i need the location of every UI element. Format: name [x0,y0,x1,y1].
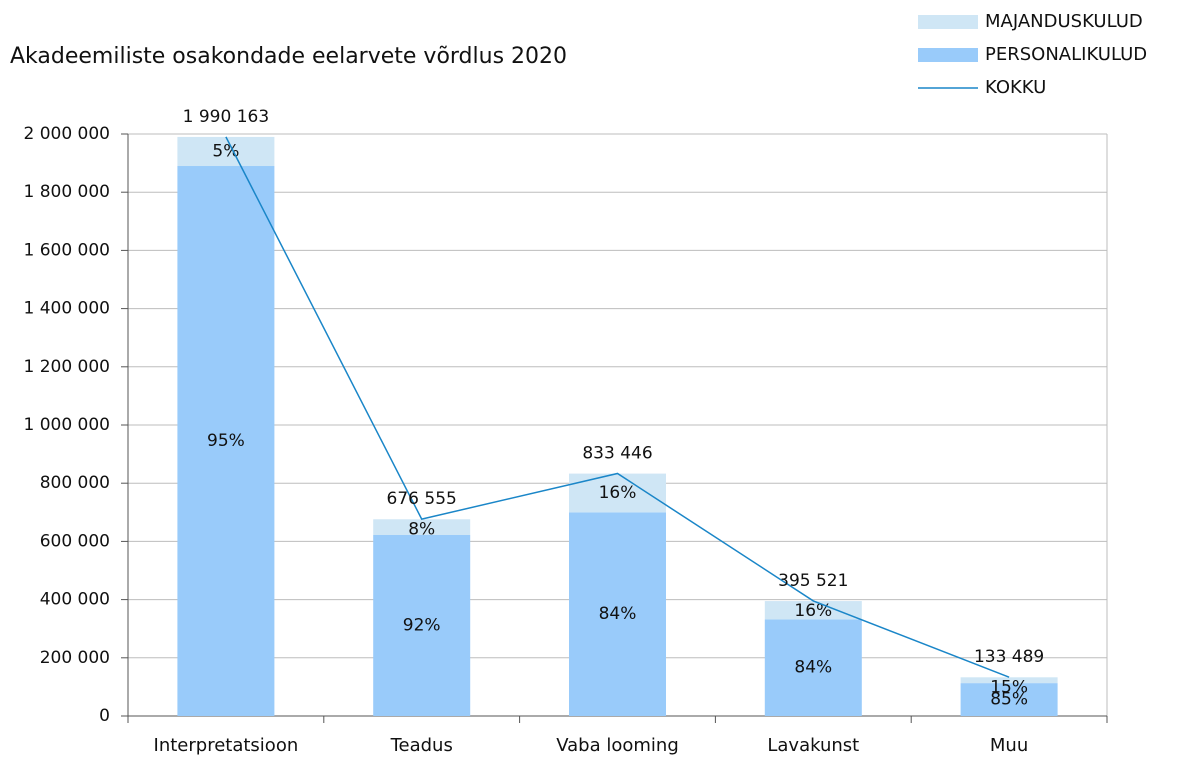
y-tick-label: 1 200 000 [23,357,110,377]
legend-swatch [918,48,978,62]
y-tick-label: 2 000 000 [23,124,110,144]
y-tick-label: 1 600 000 [23,240,110,260]
data-label: 85% [990,690,1028,710]
total-line [225,136,1010,678]
y-tick-label: 1 800 000 [23,182,110,202]
legend-swatch [918,15,978,29]
x-tick-label: Interpretatsioon [154,735,299,756]
bar-segment [764,601,862,620]
data-label: 16% [794,601,832,621]
x-tick-label: Teadus [390,735,453,756]
total-label: 133 489 [974,647,1044,667]
y-tick-label: 600 000 [40,531,110,551]
legend-label: KOKKU [985,77,1046,98]
data-label: 5% [212,141,239,161]
legend-label: MAJANDUSKULUD [985,11,1143,32]
bar-segment [177,136,275,167]
data-label: 16% [599,483,637,503]
data-label: 84% [599,604,637,624]
total-label: 1 990 163 [183,107,270,127]
bar-segment [569,512,666,716]
bar-segment [960,683,1058,716]
data-label: 92% [403,615,441,635]
y-tick-label: 0 [99,706,110,726]
data-label: 15% [990,677,1028,697]
y-tick-label: 800 000 [40,473,110,493]
legend-label: PERSONALIKULUD [985,44,1147,65]
total-label: 676 555 [387,489,457,509]
bar-segment [764,619,862,716]
bar-segment [373,534,471,716]
chart-title: Akadeemiliste osakondade eelarvete võrdl… [10,44,567,69]
y-tick-label: 200 000 [40,648,110,668]
bar-segment [569,473,666,513]
y-tick-label: 1 000 000 [23,415,110,435]
data-label: 84% [794,658,832,678]
x-tick-label: Lavakunst [767,735,859,756]
bar-segment [177,166,275,716]
total-label: 395 521 [778,571,848,591]
data-label: 8% [408,519,435,539]
y-tick-label: 1 400 000 [23,299,110,319]
y-tick-label: 400 000 [40,590,110,610]
x-tick-label: Muu [990,735,1028,756]
bar-segment [960,677,1058,684]
total-label: 833 446 [582,443,652,463]
x-tick-label: Vaba looming [556,735,679,756]
bar-segment [373,519,471,535]
data-label: 95% [207,431,245,451]
